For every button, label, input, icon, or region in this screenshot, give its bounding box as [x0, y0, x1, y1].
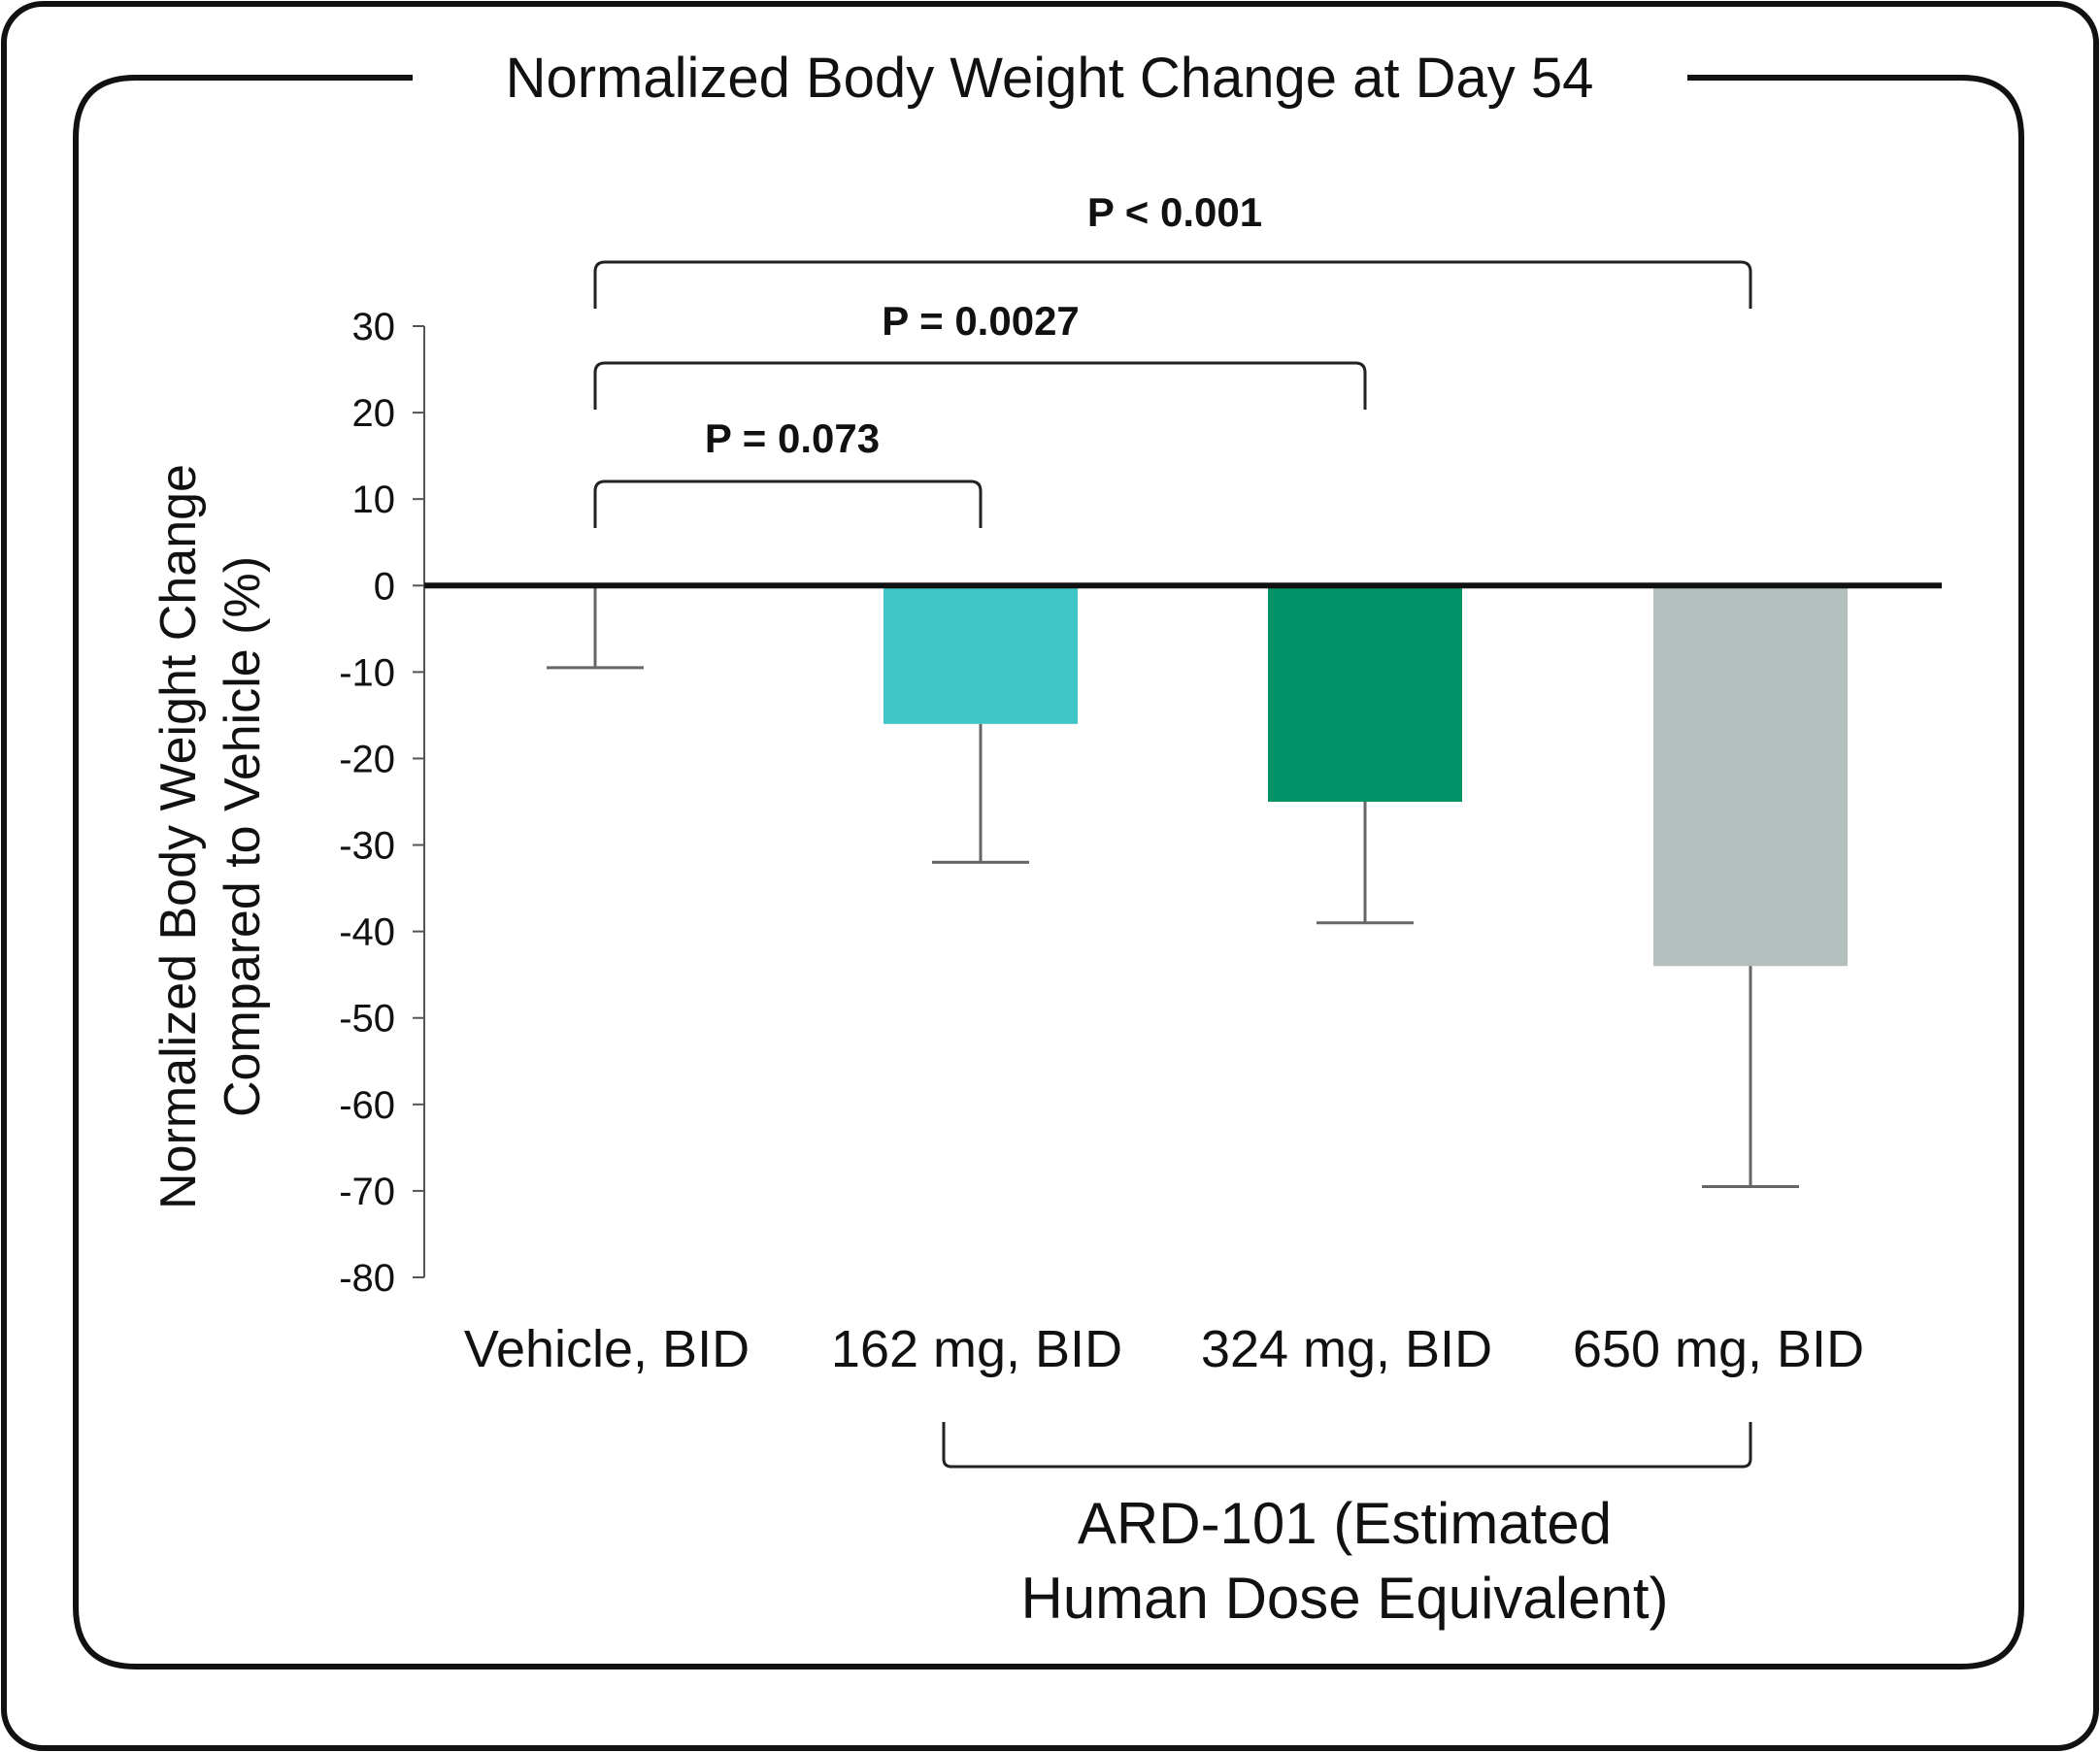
category-label: 324 mg, BID [1201, 1320, 1492, 1378]
y-tick-label: -80 [339, 1257, 395, 1300]
y-axis-title-line-2: Compared to Vehicle (%) [215, 556, 271, 1117]
p-value-label: P = 0.073 [705, 415, 880, 461]
y-axis-title-line-1: Normalized Body Weight Change [150, 464, 207, 1209]
category-label: Vehicle, BID [464, 1320, 750, 1378]
bar [1268, 585, 1462, 802]
y-axis-title: Normalized Body Weight Change Compared t… [150, 464, 271, 1209]
group-label-line-1: ARD-101 (Estimated [1078, 1491, 1612, 1556]
chart-title: Normalized Body Weight Change at Day 54 [506, 47, 1594, 110]
dose-group: ARD-101 (Estimated Human Dose Equivalent… [942, 1422, 1752, 1631]
significance-brackets: P = 0.073 P = 0.0027 P < 0.001 [593, 189, 1752, 528]
y-tick-label: 30 [352, 306, 396, 348]
significance-bracket [593, 260, 1752, 309]
category-label: 650 mg, BID [1573, 1320, 1864, 1378]
inner-frame [73, 75, 2024, 1669]
significance-bracket [593, 361, 1367, 410]
y-tick-label: -20 [339, 738, 395, 780]
y-tick-label: -50 [339, 998, 395, 1041]
p-value-label: P = 0.0027 [882, 298, 1080, 344]
y-tick-label: -70 [339, 1171, 395, 1213]
y-tick-label: -60 [339, 1084, 395, 1127]
y-tick-label: 20 [352, 392, 396, 435]
bars [547, 585, 1848, 1188]
y-tick-label: 10 [352, 479, 396, 521]
p-value-label: P < 0.001 [1087, 189, 1262, 235]
category-labels: Vehicle, BID 162 mg, BID 324 mg, BID 650 mg… [464, 1320, 1864, 1378]
category-label: 162 mg, BID [831, 1320, 1122, 1378]
significance-bracket [593, 479, 983, 528]
group-label-line-2: Human Dose Equivalent) [1020, 1566, 1668, 1631]
y-tick-label: 0 [374, 565, 395, 608]
y-tick-label: -40 [339, 911, 395, 954]
y-tick-label: -30 [339, 825, 395, 868]
y-tick-label: -10 [339, 651, 395, 694]
y-axis: 30 20 10 0 -10 -20 -30 -40 -50 -60 -70 -80 [339, 306, 425, 1300]
group-bracket [942, 1422, 1752, 1469]
bar [1653, 585, 1848, 967]
bar [883, 585, 1078, 724]
